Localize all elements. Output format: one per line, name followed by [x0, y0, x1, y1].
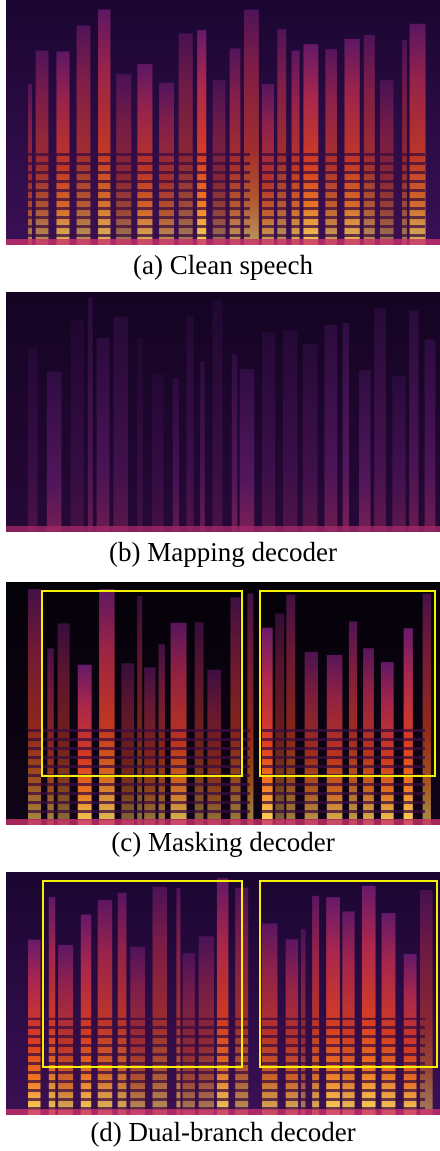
- streak: [176, 888, 181, 1115]
- streak: [277, 29, 287, 245]
- streak: [422, 593, 431, 825]
- streak: [230, 597, 241, 825]
- caption: (a) Clean speech: [133, 250, 313, 280]
- panel: (d) Dual-branch decoder: [6, 872, 440, 1147]
- panel: (c) Masking decoder: [6, 582, 440, 857]
- streak: [358, 370, 371, 532]
- streak: [186, 315, 194, 532]
- streak: [70, 319, 84, 532]
- streak: [324, 324, 338, 532]
- low-band: [6, 526, 440, 532]
- caption: (d) Dual-branch decoder: [90, 1117, 355, 1147]
- spectrogram: [6, 872, 440, 1115]
- streak: [286, 594, 296, 825]
- streak: [403, 628, 413, 825]
- spectrogram: [6, 292, 440, 532]
- streak: [48, 897, 56, 1115]
- streak: [374, 308, 386, 532]
- streak: [424, 339, 436, 532]
- streak: [348, 621, 358, 825]
- panel: (b) Mapping decoder: [6, 292, 440, 567]
- streak: [229, 48, 241, 246]
- spectrogram: [6, 0, 440, 246]
- streak: [96, 337, 110, 532]
- streak: [197, 30, 207, 245]
- streak: [262, 627, 273, 825]
- streak: [275, 613, 285, 825]
- streak: [212, 299, 223, 532]
- streak: [392, 376, 406, 532]
- highlight-box: [42, 880, 243, 1068]
- streak: [239, 369, 255, 532]
- streak: [87, 296, 93, 532]
- harmonics: [28, 727, 250, 821]
- harmonics: [262, 1017, 425, 1111]
- panels: (a) Clean speech (b) Mapping decoder (c) M…: [6, 0, 440, 1147]
- streak: [302, 343, 318, 532]
- streak: [194, 622, 204, 825]
- streak: [342, 322, 350, 532]
- harmonics: [262, 727, 425, 821]
- streak: [247, 593, 254, 825]
- streak: [363, 34, 375, 246]
- streak: [151, 374, 164, 532]
- streak: [137, 337, 143, 532]
- streak: [80, 914, 92, 1115]
- low-band: [6, 819, 440, 825]
- harmonics: [28, 147, 250, 241]
- harmonics: [28, 1017, 250, 1111]
- caption: (b) Mapping decoder: [109, 537, 337, 567]
- spectrogram: [6, 582, 440, 825]
- streak: [282, 330, 298, 532]
- streak: [113, 316, 129, 532]
- streak: [409, 310, 419, 532]
- panel: (a) Clean speech: [6, 0, 440, 280]
- streak: [46, 371, 62, 532]
- streak: [200, 361, 205, 532]
- streak: [312, 895, 320, 1115]
- streak: [402, 39, 407, 246]
- streak: [262, 332, 276, 532]
- low-band: [6, 1109, 440, 1115]
- highlight-box: [259, 590, 436, 777]
- low-band: [6, 239, 440, 245]
- highlight-box: [41, 590, 243, 777]
- streak: [28, 346, 38, 532]
- streak: [231, 354, 238, 532]
- highlight-box: [259, 880, 438, 1068]
- streak: [57, 623, 70, 825]
- caption: (c) Masking decoder: [111, 827, 334, 857]
- streak: [137, 596, 143, 825]
- streak: [172, 378, 179, 532]
- harmonics: [262, 147, 425, 241]
- streak: [216, 878, 229, 1115]
- streak: [117, 892, 127, 1115]
